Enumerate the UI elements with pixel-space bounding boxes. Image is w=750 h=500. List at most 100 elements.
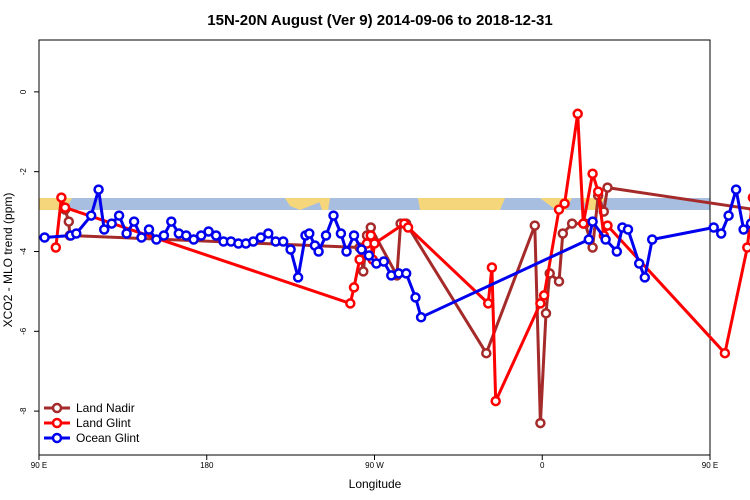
data-point-ocean-glint (415, 312, 427, 323)
data-point-land-nadir (587, 242, 598, 253)
data-point-land-nadir (566, 218, 578, 229)
data-point-ocean-glint (203, 226, 214, 237)
data-point-ocean-glint (277, 236, 289, 247)
legend-item-land-nadir: Land Nadir (44, 401, 135, 415)
data-point-ocean-glint (341, 246, 352, 257)
data-point-ocean-glint (166, 216, 177, 227)
x-tick-label: 90 W (365, 461, 384, 470)
chart-title: 15N-20N August (Ver 9) 2014-09-06 to 201… (207, 12, 552, 29)
data-point-land-glint (578, 218, 589, 229)
data-point-ocean-glint (106, 218, 117, 229)
data-point-land-nadir (529, 220, 541, 231)
data-point-ocean-glint (136, 232, 147, 243)
data-point-ocean-glint (335, 228, 347, 239)
land-band (39, 198, 710, 210)
data-point-ocean-glint (708, 222, 719, 233)
data-point-land-nadir (602, 182, 613, 193)
x-tick-label: 0 (540, 461, 545, 470)
data-point-ocean-glint (320, 230, 332, 241)
x-tick-label: 180 (200, 461, 214, 470)
x-tick-label: 90 E (31, 461, 47, 470)
data-point-ocean-glint (285, 244, 296, 255)
data-point-land-glint (742, 242, 750, 253)
data-point-ocean-glint (356, 244, 367, 255)
data-point-ocean-glint (158, 230, 170, 241)
data-point-ocean-glint (71, 228, 82, 239)
data-point-land-glint (592, 186, 604, 197)
data-point-ocean-glint (583, 234, 595, 245)
data-point-land-nadir (540, 308, 552, 319)
land-band-north-america (285, 198, 330, 210)
data-point-ocean-glint (715, 228, 727, 239)
data-point-ocean-glint (128, 216, 140, 227)
data-point-ocean-glint (188, 234, 199, 245)
data-point-ocean-glint (646, 234, 658, 245)
series-layer (39, 108, 750, 429)
data-point-land-glint (553, 204, 565, 215)
data-point-land-glint (587, 168, 598, 179)
data-point-ocean-glint (600, 234, 611, 245)
data-point-ocean-glint (723, 210, 734, 221)
y-tick-label: 0 (19, 89, 28, 94)
data-point-land-nadir (553, 276, 565, 287)
legend-item-ocean-glint: Ocean Glint (44, 431, 140, 445)
data-point-land-glint (345, 298, 356, 309)
data-point-ocean-glint (143, 224, 155, 235)
data-point-land-glint (719, 347, 731, 359)
data-point-ocean-glint (93, 184, 104, 195)
data-point-land-nadir (557, 228, 569, 239)
data-point-ocean-glint (292, 272, 304, 283)
data-point-ocean-glint (639, 272, 651, 283)
data-point-ocean-glint (151, 234, 162, 245)
data-point-land-glint (572, 108, 583, 120)
data-point-land-glint (50, 242, 62, 253)
data-point-ocean-glint (121, 228, 132, 239)
data-point-ocean-glint (348, 230, 360, 241)
series-line-land-glint (54, 112, 750, 403)
data-point-land-glint (535, 298, 546, 309)
x-axis: 90 E 180 90 W 0 90 E (31, 455, 718, 470)
data-point-land-glint (402, 222, 414, 233)
legend-label-ocean-glint: Ocean Glint (76, 431, 140, 445)
data-point-land-nadir (358, 266, 369, 277)
data-point-ocean-glint (738, 224, 749, 235)
data-point-land-glint (56, 192, 67, 203)
data-point-ocean-glint (98, 224, 110, 235)
x-tick-label: 90 E (702, 461, 718, 470)
data-point-ocean-glint (113, 210, 125, 221)
data-point-ocean-glint (622, 224, 634, 235)
data-point-ocean-glint (400, 268, 412, 279)
data-point-land-glint (59, 202, 71, 213)
data-point-land-glint (369, 238, 380, 249)
data-point-ocean-glint (363, 250, 375, 261)
data-point-land-glint (490, 395, 501, 407)
ocean-band (39, 198, 710, 210)
data-point-ocean-glint (304, 228, 315, 239)
series-land-glint (50, 108, 750, 407)
data-point-ocean-glint (313, 246, 324, 257)
data-point-land-nadir (535, 417, 546, 429)
data-point-ocean-glint (255, 232, 267, 243)
land-band-africa (418, 198, 505, 210)
data-point-land-glint (365, 230, 377, 241)
series-ocean-glint (39, 184, 750, 323)
data-point-ocean-glint (328, 210, 339, 221)
legend: Land Nadir Land Glint Ocean Glint (44, 401, 140, 445)
data-point-land-glint (348, 282, 360, 293)
y-tick-label: -6 (19, 327, 28, 335)
legend-item-land-glint: Land Glint (44, 416, 131, 430)
data-point-land-glint (482, 298, 494, 309)
data-point-ocean-glint (39, 232, 50, 243)
data-point-land-nadir (63, 216, 75, 227)
y-tick-label: -2 (19, 168, 28, 176)
data-point-ocean-glint (263, 228, 274, 239)
data-point-land-glint (486, 262, 498, 273)
y-axis: 0 -2 -4 -6 -8 (19, 89, 39, 415)
data-point-land-glint (602, 220, 613, 231)
data-point-ocean-glint (85, 210, 97, 221)
data-point-ocean-glint (248, 236, 259, 247)
data-point-ocean-glint (180, 230, 192, 241)
data-point-land-glint (538, 290, 550, 301)
data-point-ocean-glint (611, 246, 623, 257)
data-point-ocean-glint (730, 184, 742, 195)
